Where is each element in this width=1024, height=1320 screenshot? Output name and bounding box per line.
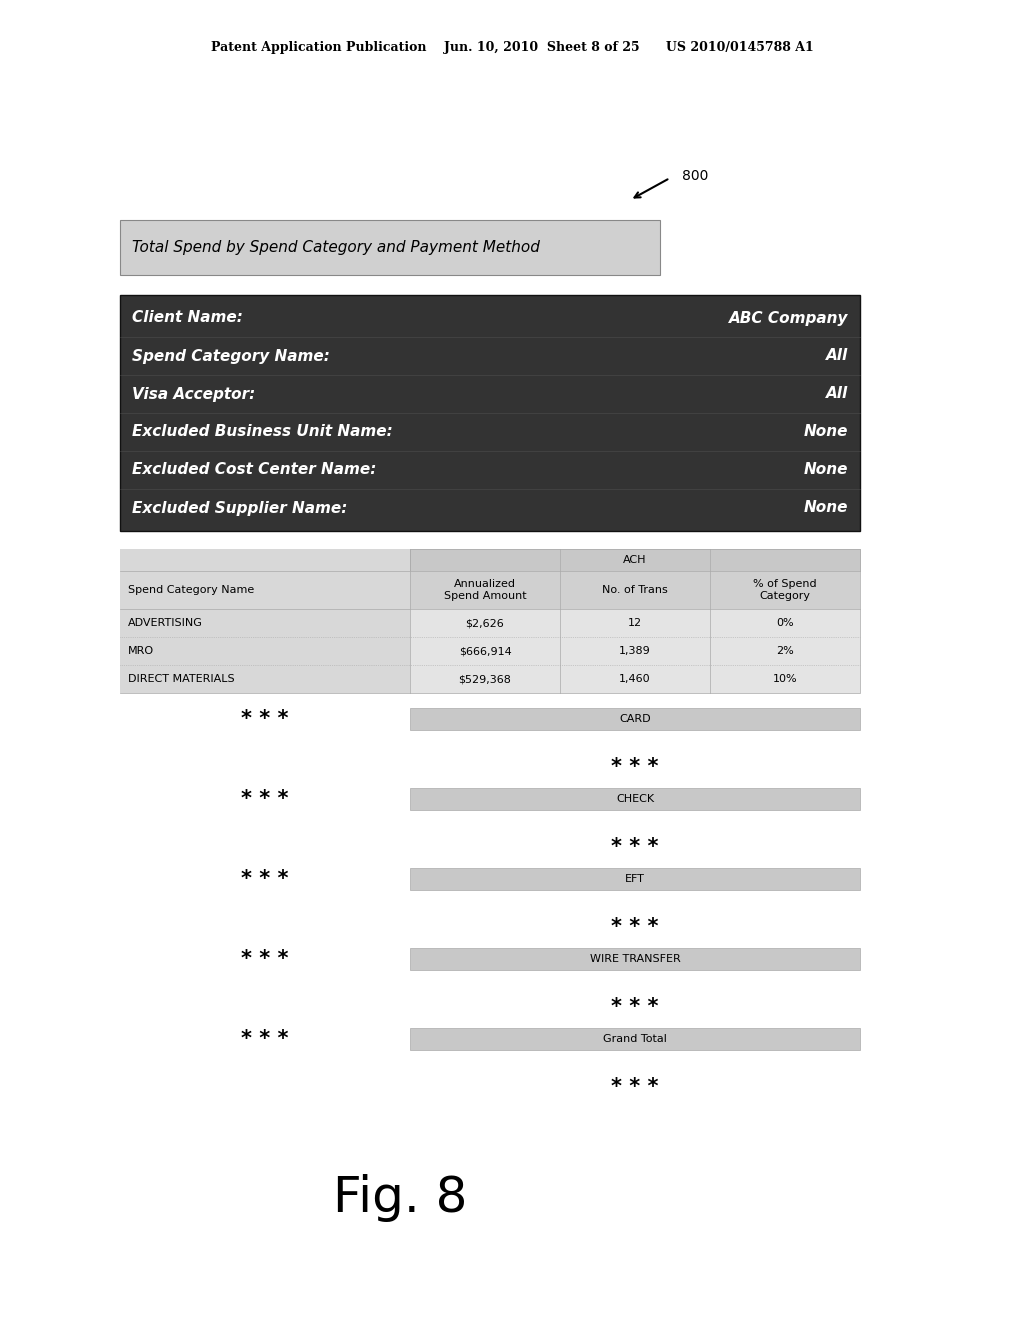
Text: * * *: * * *	[611, 917, 658, 937]
Text: Fig. 8: Fig. 8	[333, 1173, 467, 1222]
Text: None: None	[804, 425, 848, 440]
Text: Spend Category Name: Spend Category Name	[128, 585, 254, 595]
Text: $529,368: $529,368	[459, 675, 511, 684]
Text: Excluded Supplier Name:: Excluded Supplier Name:	[132, 500, 347, 516]
Bar	[410, 788, 860, 810]
Text: Spend Category Name:: Spend Category Name:	[132, 348, 330, 363]
Text: * * *: * * *	[611, 837, 658, 857]
Text: WIRE TRANSFER: WIRE TRANSFER	[590, 954, 680, 964]
Text: * * *: * * *	[242, 869, 289, 888]
Text: Excluded Business Unit Name:: Excluded Business Unit Name:	[132, 425, 393, 440]
Bar	[410, 708, 860, 730]
Text: ACH: ACH	[624, 554, 647, 565]
Text: Excluded Cost Center Name:: Excluded Cost Center Name:	[132, 462, 377, 478]
Bar	[410, 869, 860, 890]
Bar	[410, 948, 860, 970]
Text: $666,914: $666,914	[459, 645, 511, 656]
Text: Patent Application Publication    Jun. 10, 2010  Sheet 8 of 25      US 2010/0145: Patent Application Publication Jun. 10, …	[211, 41, 813, 54]
Text: $2,626: $2,626	[466, 618, 505, 628]
Bar	[120, 294, 860, 531]
Text: None: None	[804, 500, 848, 516]
Text: * * *: * * *	[242, 709, 289, 729]
Bar	[410, 549, 860, 572]
Text: 1,460: 1,460	[620, 675, 651, 684]
Text: All: All	[825, 387, 848, 401]
Text: 2%: 2%	[776, 645, 794, 656]
Text: * * *: * * *	[242, 789, 289, 809]
Text: All: All	[825, 348, 848, 363]
Text: DIRECT MATERIALS: DIRECT MATERIALS	[128, 675, 234, 684]
Text: 800: 800	[682, 169, 709, 183]
Text: CARD: CARD	[620, 714, 651, 723]
Text: * * *: * * *	[611, 756, 658, 777]
Text: Visa Acceptor:: Visa Acceptor:	[132, 387, 255, 401]
Text: EFT: EFT	[625, 874, 645, 884]
Text: Annualized
Spend Amount: Annualized Spend Amount	[443, 579, 526, 601]
Text: 1,389: 1,389	[620, 645, 651, 656]
Text: ADVERTISING: ADVERTISING	[128, 618, 203, 628]
Text: CHECK: CHECK	[616, 795, 654, 804]
Text: ABC Company: ABC Company	[728, 310, 848, 326]
Text: 10%: 10%	[773, 675, 798, 684]
Bar	[120, 220, 660, 275]
Text: No. of Trans: No. of Trans	[602, 585, 668, 595]
Text: * * *: * * *	[611, 1077, 658, 1097]
Bar	[120, 549, 410, 693]
Text: Grand Total: Grand Total	[603, 1034, 667, 1044]
Text: Client Name:: Client Name:	[132, 310, 243, 326]
Text: 0%: 0%	[776, 618, 794, 628]
Bar	[410, 572, 860, 609]
Text: * * *: * * *	[611, 997, 658, 1016]
Text: % of Spend
Category: % of Spend Category	[754, 579, 817, 601]
Text: * * *: * * *	[242, 949, 289, 969]
Text: * * *: * * *	[242, 1030, 289, 1049]
Text: Total Spend by Spend Category and Payment Method: Total Spend by Spend Category and Paymen…	[132, 240, 540, 255]
Text: MRO: MRO	[128, 645, 155, 656]
Bar	[410, 1028, 860, 1049]
Text: 12: 12	[628, 618, 642, 628]
Bar	[120, 549, 860, 693]
Text: None: None	[804, 462, 848, 478]
